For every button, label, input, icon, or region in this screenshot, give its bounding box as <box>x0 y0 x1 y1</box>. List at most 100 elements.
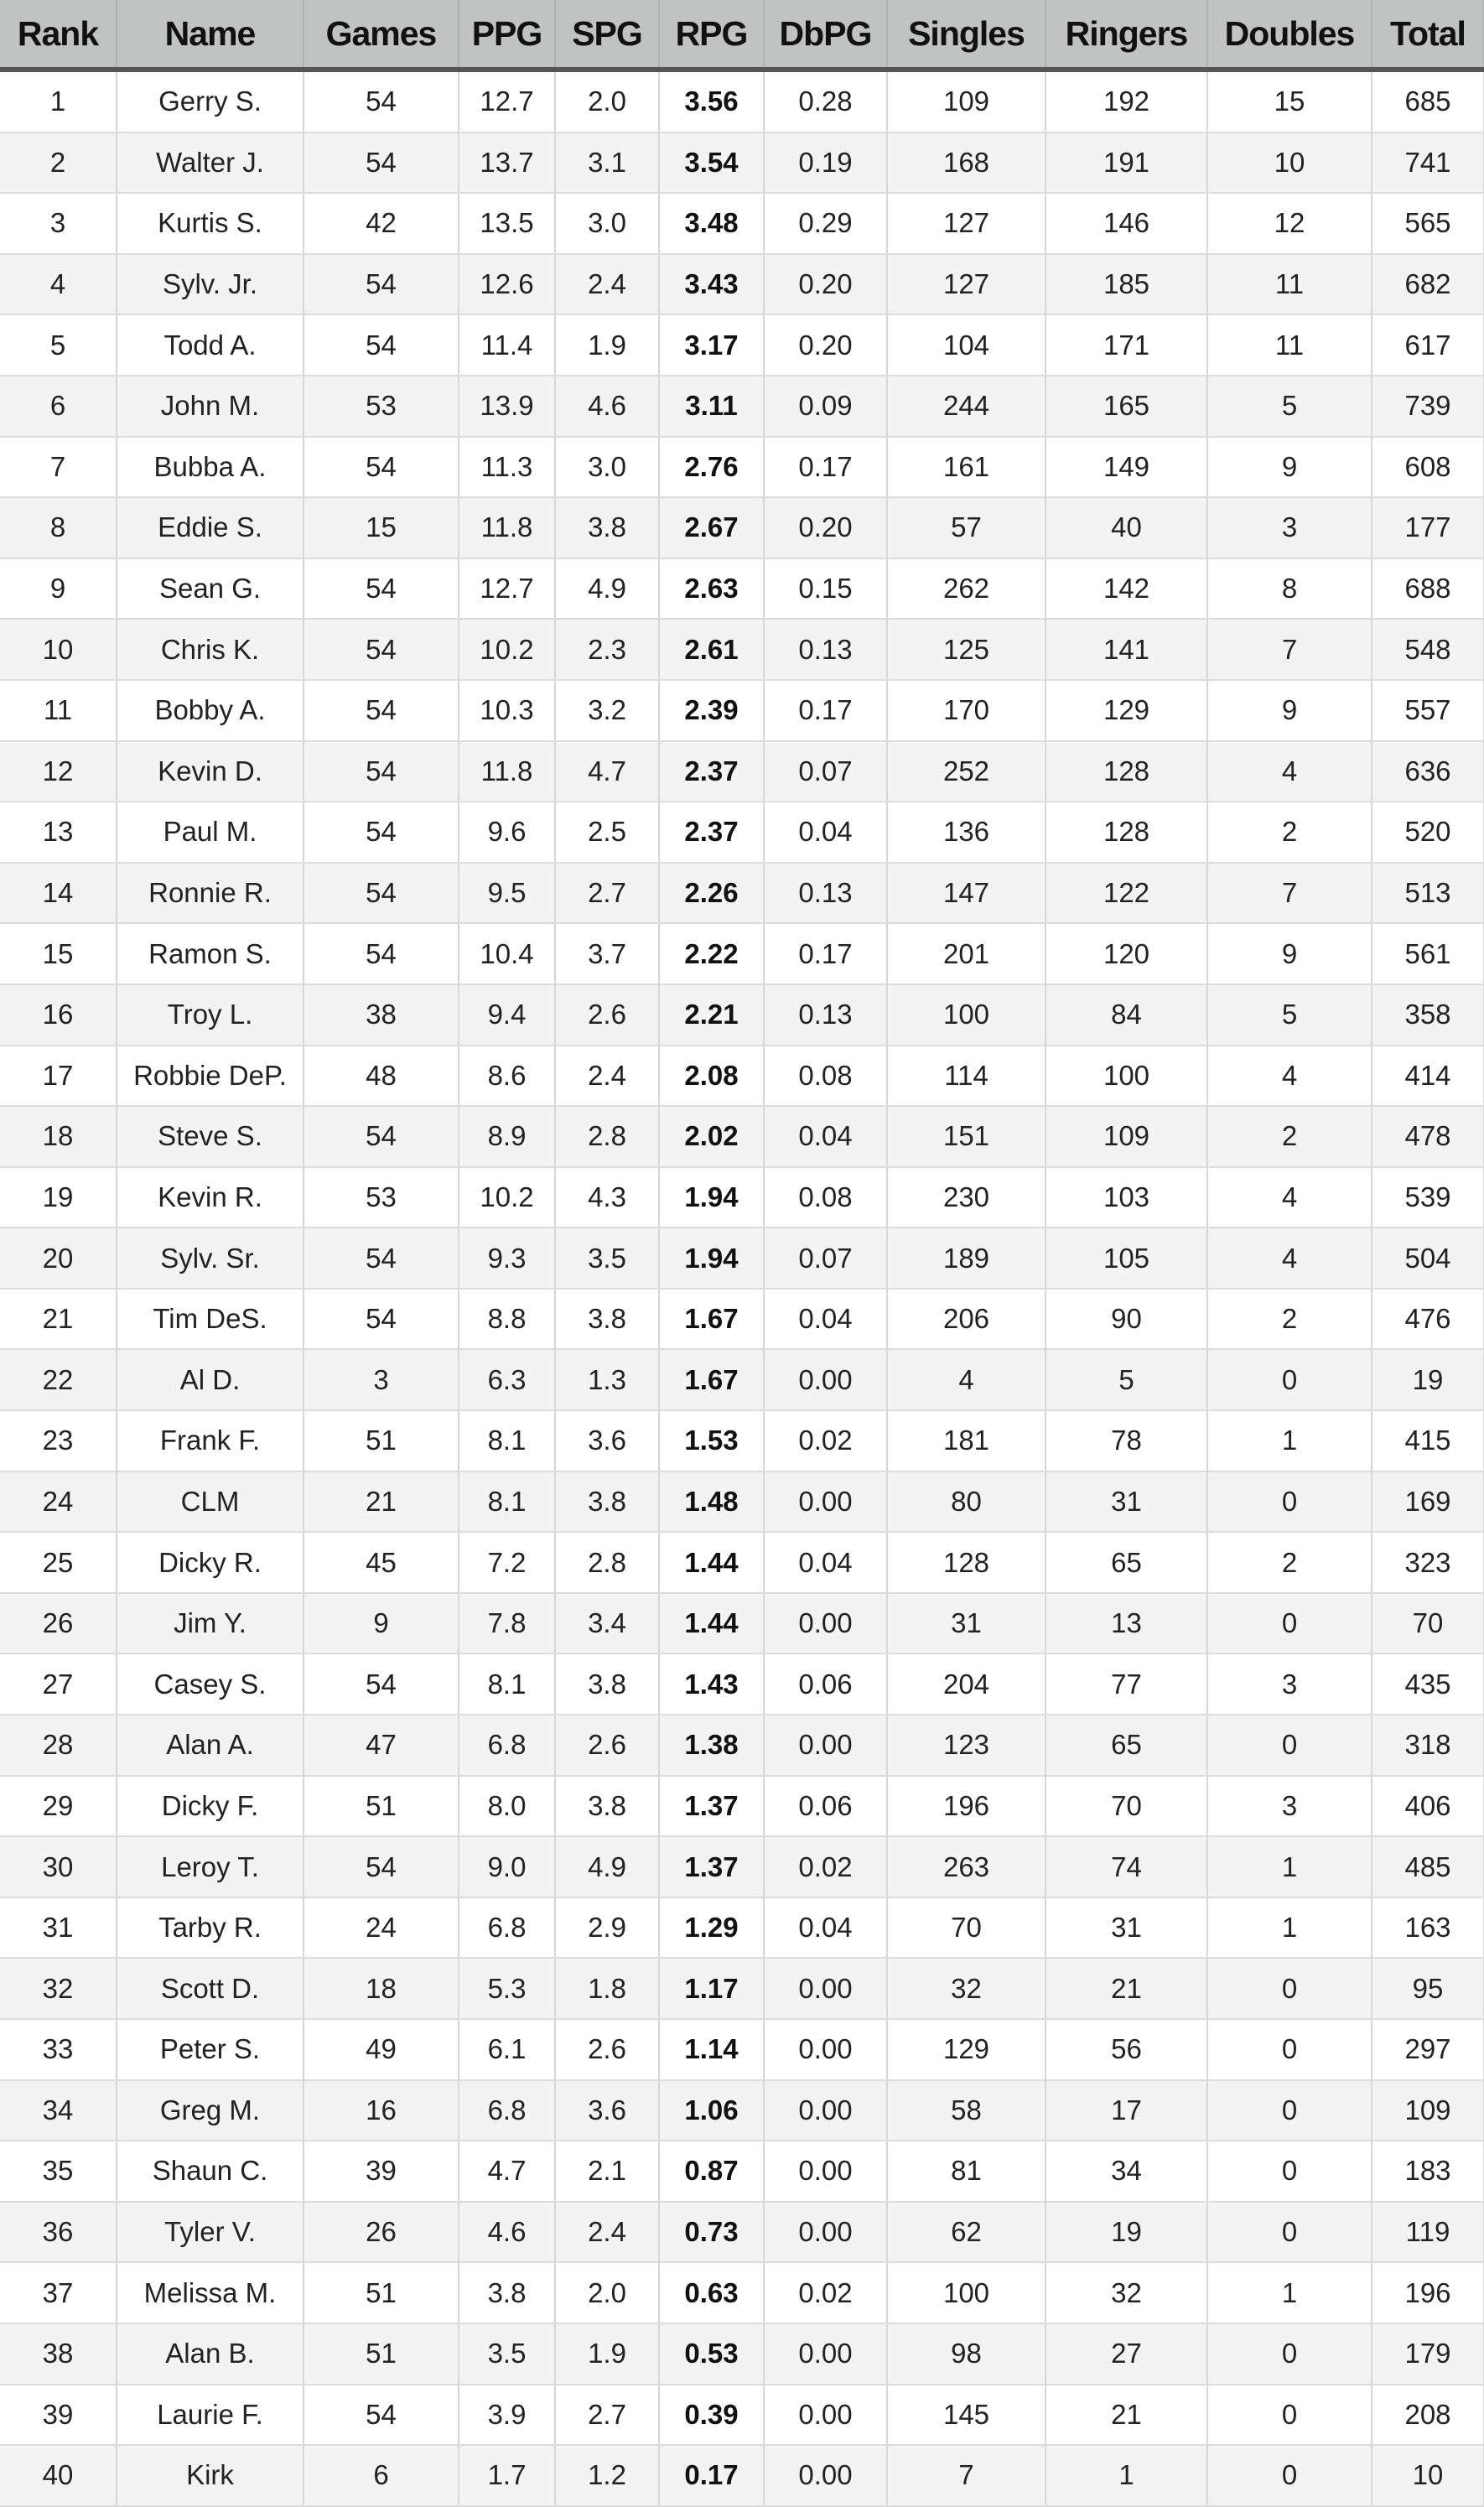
cell-ppg: 6.1 <box>459 2019 556 2081</box>
cell-ppg: 8.0 <box>459 1775 556 1838</box>
cell-singles: 129 <box>887 2019 1046 2081</box>
cell-dbpg: 0.15 <box>764 558 888 620</box>
cell-dbpg: 0.08 <box>764 1166 888 1229</box>
column-header-rpg: RPG <box>659 0 765 72</box>
cell-singles: 70 <box>887 1897 1046 1959</box>
cell-name: Bubba A. <box>117 436 304 499</box>
cell-ppg: 10.4 <box>459 923 556 985</box>
cell-total: 323 <box>1372 1532 1484 1594</box>
cell-games: 42 <box>304 193 459 255</box>
cell-ppg: 13.5 <box>459 193 556 255</box>
cell-spg: 2.7 <box>555 862 660 925</box>
column-header-games: Games <box>304 0 459 72</box>
cell-dbpg: 0.07 <box>764 1228 888 1290</box>
cell-doubles: 0 <box>1207 2323 1372 2385</box>
cell-rpg: 2.39 <box>659 679 765 742</box>
cell-singles: 100 <box>887 2262 1046 2324</box>
cell-doubles: 2 <box>1207 1288 1372 1351</box>
cell-singles: 32 <box>887 1958 1046 2020</box>
cell-games: 53 <box>304 375 459 438</box>
cell-rank: 14 <box>0 862 117 925</box>
cell-total: 504 <box>1372 1228 1484 1290</box>
cell-dbpg: 0.00 <box>764 2141 888 2203</box>
cell-doubles: 1 <box>1207 1836 1372 1898</box>
cell-singles: 98 <box>887 2323 1046 2385</box>
cell-rpg: 1.38 <box>659 1715 765 1777</box>
cell-singles: 151 <box>887 1106 1046 1168</box>
table-row: 2 Walter J. 54 13.7 3.1 3.54 0.19 168 191 10 741 <box>0 132 1484 195</box>
cell-singles: 230 <box>887 1166 1046 1229</box>
cell-rank: 20 <box>0 1228 117 1290</box>
cell-dbpg: 0.20 <box>764 253 888 316</box>
cell-rpg: 2.37 <box>659 740 765 803</box>
cell-doubles: 0 <box>1207 2141 1372 2203</box>
table-row: 34 Greg M. 16 6.8 3.6 1.06 0.00 58 17 0 109 <box>0 2079 1484 2142</box>
table-row: 35 Shaun C. 39 4.7 2.1 0.87 0.00 81 34 0 183 <box>0 2141 1484 2203</box>
cell-dbpg: 0.00 <box>764 1715 888 1777</box>
cell-rank: 6 <box>0 375 117 438</box>
cell-singles: 206 <box>887 1288 1046 1351</box>
cell-dbpg: 0.04 <box>764 802 888 864</box>
cell-ringers: 21 <box>1046 2384 1208 2447</box>
cell-rpg: 0.53 <box>659 2323 765 2385</box>
cell-ringers: 32 <box>1046 2262 1208 2324</box>
cell-rank: 5 <box>0 314 117 376</box>
cell-singles: 81 <box>887 2141 1046 2203</box>
cell-ringers: 141 <box>1046 619 1208 681</box>
table-row: 33 Peter S. 49 6.1 2.6 1.14 0.00 129 56 0 297 <box>0 2019 1484 2081</box>
cell-ppg: 10.2 <box>459 619 556 681</box>
cell-singles: 114 <box>887 1045 1046 1108</box>
cell-ppg: 9.3 <box>459 1228 556 1290</box>
table-row: 30 Leroy T. 54 9.0 4.9 1.37 0.02 263 74 1 485 <box>0 1836 1484 1898</box>
cell-rpg: 1.29 <box>659 1897 765 1959</box>
table-row: 28 Alan A. 47 6.8 2.6 1.38 0.00 123 65 0 318 <box>0 1715 1484 1777</box>
cell-rank: 36 <box>0 2201 117 2264</box>
cell-ppg: 1.7 <box>459 2445 556 2507</box>
cell-ringers: 165 <box>1046 375 1208 438</box>
cell-singles: 104 <box>887 314 1046 376</box>
cell-dbpg: 0.06 <box>764 1653 888 1716</box>
cell-rpg: 0.17 <box>659 2445 765 2507</box>
cell-ppg: 9.0 <box>459 1836 556 1898</box>
cell-spg: 3.2 <box>555 679 660 742</box>
cell-dbpg: 0.04 <box>764 1897 888 1959</box>
cell-dbpg: 0.09 <box>764 375 888 438</box>
table-row: 4 Sylv. Jr. 54 12.6 2.4 3.43 0.20 127 185 11 682 <box>0 253 1484 316</box>
cell-singles: 147 <box>887 862 1046 925</box>
table-row: 24 CLM 21 8.1 3.8 1.48 0.00 80 31 0 169 <box>0 1471 1484 1534</box>
column-header-ppg: PPG <box>459 0 556 72</box>
cell-name: Casey S. <box>117 1653 304 1716</box>
cell-name: Ronnie R. <box>117 862 304 925</box>
cell-doubles: 9 <box>1207 436 1372 499</box>
cell-rpg: 1.44 <box>659 1592 765 1655</box>
cell-games: 49 <box>304 2019 459 2081</box>
table-row: 17 Robbie DeP. 48 8.6 2.4 2.08 0.08 114 100 4 414 <box>0 1045 1484 1108</box>
cell-rank: 34 <box>0 2079 117 2142</box>
cell-ppg: 5.3 <box>459 1958 556 2020</box>
cell-games: 39 <box>304 2141 459 2203</box>
cell-dbpg: 0.04 <box>764 1106 888 1168</box>
cell-spg: 4.7 <box>555 740 660 803</box>
cell-spg: 4.9 <box>555 558 660 620</box>
cell-ringers: 17 <box>1046 2079 1208 2142</box>
cell-total: 169 <box>1372 1471 1484 1534</box>
cell-singles: 80 <box>887 1471 1046 1534</box>
cell-spg: 3.8 <box>555 1288 660 1351</box>
cell-dbpg: 0.17 <box>764 679 888 742</box>
cell-games: 16 <box>304 2079 459 2142</box>
cell-total: 617 <box>1372 314 1484 376</box>
cell-name: Tim DeS. <box>117 1288 304 1351</box>
cell-name: Tyler V. <box>117 2201 304 2264</box>
cell-dbpg: 0.07 <box>764 740 888 803</box>
cell-ppg: 12.7 <box>459 70 556 133</box>
table-row: 37 Melissa M. 51 3.8 2.0 0.63 0.02 100 32 1 196 <box>0 2262 1484 2324</box>
cell-games: 54 <box>304 802 459 864</box>
cell-spg: 2.8 <box>555 1532 660 1594</box>
cell-rpg: 0.73 <box>659 2201 765 2264</box>
cell-games: 54 <box>304 1836 459 1898</box>
column-header-total: Total <box>1372 0 1484 72</box>
cell-ringers: 185 <box>1046 253 1208 316</box>
cell-ppg: 11.8 <box>459 497 556 559</box>
table-row: 31 Tarby R. 24 6.8 2.9 1.29 0.04 70 31 1 163 <box>0 1897 1484 1959</box>
cell-games: 18 <box>304 1958 459 2020</box>
